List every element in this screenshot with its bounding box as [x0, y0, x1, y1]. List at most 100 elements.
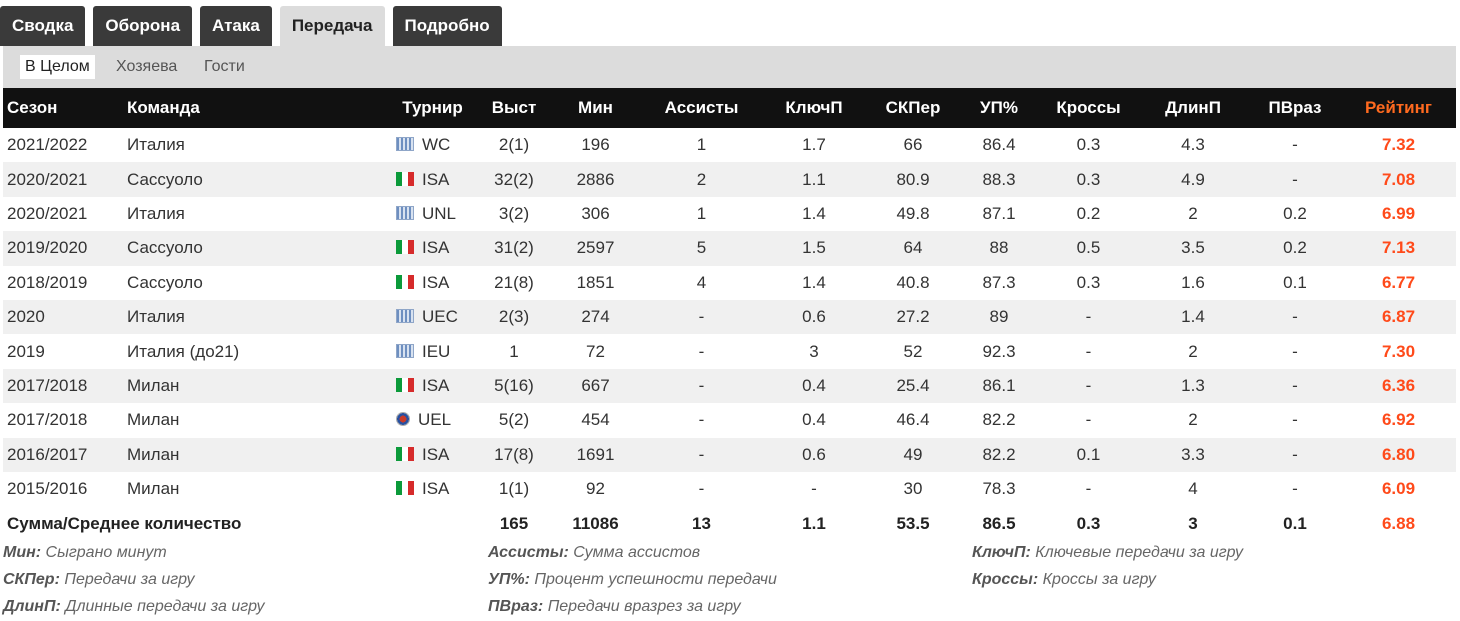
row-tournament[interactable]: ISA — [385, 438, 480, 472]
total-long-balls: 3 — [1188, 514, 1198, 534]
row-through-balls: - — [1292, 479, 1298, 499]
row-rating: 6.87 — [1381, 307, 1416, 327]
row-mins: 454 — [581, 410, 610, 430]
row-key-passes: 0.4 — [802, 410, 826, 430]
legend-item: СКПер: Передачи за игру — [3, 571, 195, 589]
col-key-passes[interactable]: КлючП — [785, 98, 843, 117]
table-row: 2020/2021 Италия UNL 3(2) 306 1 1.4 49.8 87.1 0.2… — [3, 197, 1456, 231]
row-assists: - — [698, 479, 705, 499]
legend-desc: Длинные передачи за игру — [65, 598, 265, 615]
col-pass-success[interactable]: УП% — [980, 98, 1018, 117]
col-tournament[interactable]: Турнир — [402, 98, 463, 117]
row-mins: 72 — [586, 341, 605, 361]
row-tournament[interactable]: ISA — [385, 472, 480, 506]
row-apps: 1(1) — [498, 479, 530, 499]
tab-detailed[interactable]: Подробно — [392, 6, 502, 46]
row-team[interactable]: Сассуоло — [127, 272, 203, 292]
tab-offence[interactable]: Атака — [200, 6, 272, 46]
legend-item: КлючП: Ключевые передачи за игру — [972, 544, 1243, 562]
row-team[interactable]: Милан — [127, 375, 180, 395]
row-apps: 31(2) — [494, 238, 534, 258]
row-rating: 7.13 — [1381, 238, 1416, 258]
row-team[interactable]: Милан — [127, 410, 180, 430]
tournament-code[interactable]: ISA — [422, 169, 450, 189]
row-tournament[interactable]: ISA — [385, 231, 480, 265]
tournament-code[interactable]: UNL — [422, 203, 457, 223]
row-through-balls: 0.2 — [1283, 238, 1307, 258]
row-crosses: 0.5 — [1076, 238, 1101, 258]
italy-flag-icon — [396, 446, 414, 461]
col-assists[interactable]: Ассисты — [664, 98, 739, 117]
row-through-balls: 0.2 — [1283, 203, 1307, 223]
row-team[interactable]: Италия (до21) — [127, 341, 240, 361]
row-key-passes: 3 — [809, 341, 819, 361]
total-apps: 165 — [499, 514, 529, 534]
row-passes-per-game: 25.4 — [896, 375, 930, 395]
row-season: 2015/2016 — [7, 479, 88, 499]
tournament-code[interactable]: ISA — [422, 444, 450, 464]
legend-item: ДлинП: Длинные передачи за игру — [3, 598, 265, 616]
row-mins: 2597 — [576, 238, 615, 258]
row-assists: 2 — [696, 169, 707, 189]
row-key-passes: - — [811, 479, 817, 499]
row-team[interactable]: Сассуоло — [127, 238, 203, 258]
row-team[interactable]: Сассуоло — [127, 169, 203, 189]
total-row: Сумма/Среднее количество 165 11086 13 1.… — [3, 506, 1456, 542]
row-mins: 196 — [581, 135, 610, 155]
tab-summary[interactable]: Сводка — [0, 6, 86, 46]
col-apps[interactable]: Выст — [491, 98, 537, 117]
col-team[interactable]: Команда — [127, 98, 200, 117]
tournament-code[interactable]: ISA — [422, 272, 450, 292]
row-team[interactable]: Италия — [127, 135, 185, 155]
italy-flag-icon — [396, 240, 414, 255]
col-mins[interactable]: Мин — [578, 98, 613, 117]
col-long-balls[interactable]: ДлинП — [1165, 98, 1221, 117]
italy-flag-icon — [396, 377, 414, 392]
row-pass-success: 82.2 — [982, 444, 1016, 464]
tournament-code[interactable]: ISA — [422, 479, 450, 499]
row-team[interactable]: Италия — [127, 203, 185, 223]
tournament-code[interactable]: WC — [422, 135, 451, 155]
row-long-balls: 4.3 — [1181, 135, 1205, 155]
legend-item: ПВраз: Передачи вразрез за игру — [488, 598, 741, 616]
row-long-balls: 2 — [1188, 410, 1198, 430]
tournament-code[interactable]: UEL — [418, 410, 452, 430]
row-mins: 2886 — [576, 169, 615, 189]
tournament-code[interactable]: IEU — [422, 341, 451, 361]
col-rating[interactable]: Рейтинг — [1365, 98, 1432, 117]
row-team[interactable]: Милан — [127, 479, 180, 499]
row-crosses: - — [1085, 479, 1092, 499]
row-tournament[interactable]: UNL — [385, 197, 480, 231]
col-crosses[interactable]: Кроссы — [1056, 98, 1121, 117]
row-assists: 1 — [696, 203, 707, 223]
row-passes-per-game: 64 — [903, 238, 923, 258]
row-tournament[interactable]: ISA — [385, 162, 480, 196]
tournament-code[interactable]: UEC — [422, 307, 458, 327]
col-season[interactable]: Сезон — [7, 98, 58, 117]
row-tournament[interactable]: UEL — [385, 403, 480, 437]
row-assists: - — [698, 307, 705, 327]
row-tournament[interactable]: IEU — [385, 334, 480, 368]
subtab-overall[interactable]: В Целом — [20, 55, 95, 79]
tournament-code[interactable]: ISA — [422, 375, 450, 395]
row-tournament[interactable]: ISA — [385, 266, 480, 300]
row-tournament[interactable]: UEC — [385, 300, 480, 334]
tab-passing[interactable]: Передача — [279, 6, 385, 46]
col-passes-per-game[interactable]: СКПер — [885, 98, 941, 117]
row-team[interactable]: Италия — [127, 307, 185, 327]
total-passes-per-game: 53.5 — [896, 514, 930, 534]
row-passes-per-game: 27.2 — [896, 307, 930, 327]
row-apps: 3(2) — [498, 203, 530, 223]
italy-flag-icon — [396, 481, 414, 496]
row-passes-per-game: 30 — [903, 479, 923, 499]
tab-defence[interactable]: Оборона — [93, 6, 193, 46]
row-tournament[interactable]: ISA — [385, 369, 480, 403]
subtab-home[interactable]: Хозяева — [116, 58, 178, 75]
tournament-code[interactable]: ISA — [422, 238, 450, 258]
row-team[interactable]: Милан — [127, 444, 180, 464]
col-through-balls[interactable]: ПВраз — [1268, 98, 1322, 117]
subtab-away[interactable]: Гости — [204, 58, 245, 75]
row-tournament[interactable]: WC — [385, 128, 480, 162]
row-apps: 2(3) — [498, 307, 530, 327]
row-passes-per-game: 52 — [903, 341, 923, 361]
